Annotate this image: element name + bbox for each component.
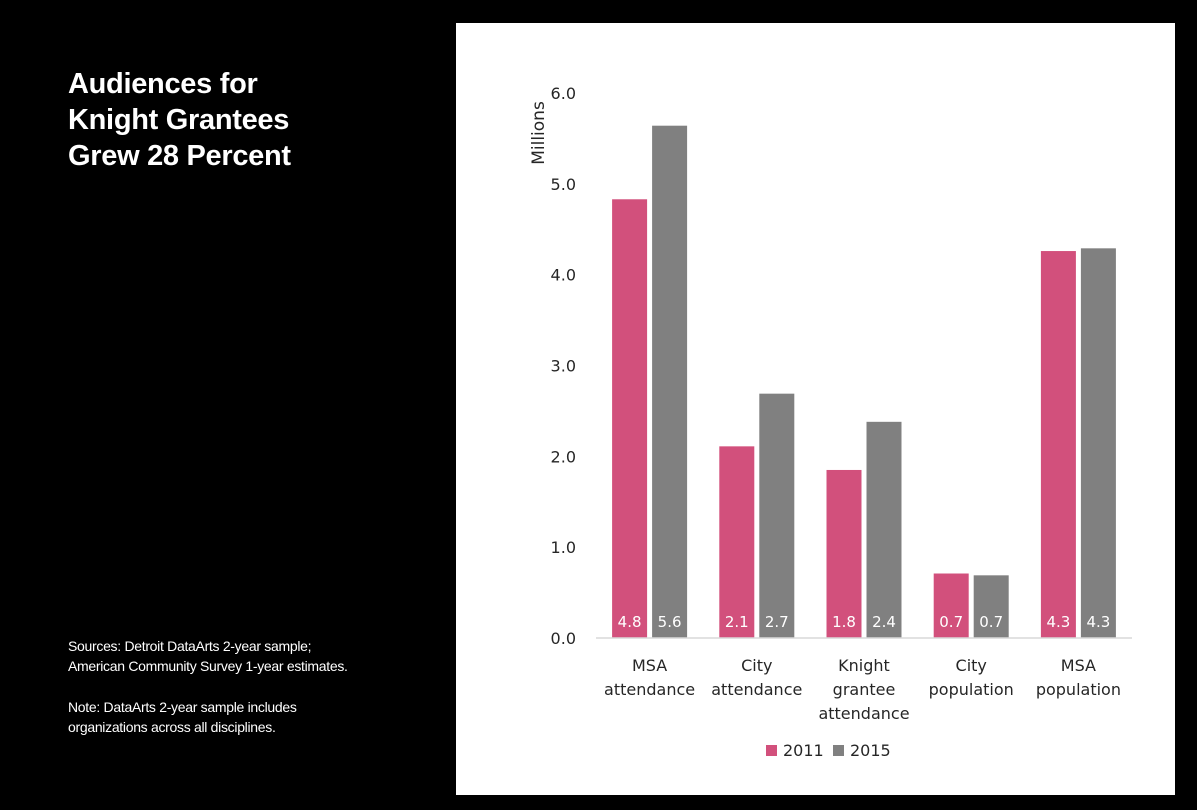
category-label-line: population	[929, 680, 1014, 699]
legend-swatch	[766, 745, 777, 756]
bar-value-label: 4.3	[1046, 613, 1070, 631]
bar	[826, 469, 862, 638]
bar	[973, 575, 1009, 638]
category-label-line: grantee	[833, 680, 896, 699]
bar-value-label: 4.8	[618, 613, 642, 631]
legend-label: 2011	[783, 741, 824, 760]
category-label: City attendance	[711, 656, 802, 699]
bar-value-label: 0.7	[979, 613, 1003, 631]
category-label: MSA population	[1036, 656, 1121, 699]
category-label-line: City	[956, 656, 987, 675]
y-tick-label: 2.0	[551, 447, 576, 466]
category-label-line: attendance	[711, 680, 802, 699]
methodology-note: Note: DataArts 2-year sample includes or…	[68, 699, 297, 735]
legend-label: 2015	[850, 741, 891, 760]
category-label: Knight grantee attendance	[818, 656, 909, 723]
category-label-line: MSA	[1061, 656, 1096, 675]
y-tick-label: 0.0	[551, 629, 576, 648]
y-axis-title: Millions	[529, 101, 549, 165]
category-label-line: attendance	[604, 680, 695, 699]
bar-value-label: 5.6	[658, 613, 682, 631]
bar-value-label: 2.4	[872, 613, 896, 631]
bar-value-label: 4.3	[1086, 613, 1110, 631]
bars: 4.8 2.1 1.8 0.7 4.3 5.6 2.7 2.4 0.7 4.3	[612, 125, 1116, 639]
bar	[866, 421, 902, 638]
bar	[652, 125, 688, 638]
category-label-line: MSA	[632, 656, 667, 675]
category-label: City population	[929, 656, 1014, 699]
bar-value-label: 2.1	[725, 613, 749, 631]
category-label-line: Knight	[838, 656, 890, 675]
y-tick-label: 5.0	[551, 175, 576, 194]
legend: 2011 2015	[766, 741, 891, 760]
category-label: MSA attendance	[604, 656, 695, 699]
chart-notes: Sources: Detroit DataArts 2-year sample;…	[68, 636, 368, 758]
bar	[759, 393, 795, 638]
y-tick-label: 3.0	[551, 357, 576, 376]
bar-value-label: 0.7	[939, 613, 963, 631]
chart-headline: Audiences for Knight Grantees Grew 28 Pe…	[68, 66, 388, 174]
headline-line-1: Audiences for	[68, 68, 258, 100]
chart-panel: 0.0 1.0 2.0 3.0 4.0 5.0 6.0 Millions 4.8 2.1 1.8 0…	[456, 23, 1175, 795]
bar-value-label: 2.7	[765, 613, 789, 631]
bar-value-label: 1.8	[832, 613, 856, 631]
headline-line-3: Grew 28 Percent	[68, 140, 291, 172]
bar	[933, 573, 969, 638]
category-label-line: attendance	[818, 704, 909, 723]
bar	[1040, 251, 1076, 639]
bar	[1080, 248, 1116, 638]
x-axis: MSA attendance City attendance Knight grantee…	[596, 637, 1132, 723]
bar	[719, 446, 755, 638]
y-tick-label: 4.0	[551, 266, 576, 285]
legend-swatch	[833, 745, 844, 756]
y-tick-label: 6.0	[551, 84, 576, 103]
y-tick-label: 1.0	[551, 538, 576, 557]
bar	[612, 199, 648, 638]
category-label-line: City	[741, 656, 772, 675]
category-label-line: population	[1036, 680, 1121, 699]
sources-note: Sources: Detroit DataArts 2-year sample;…	[68, 638, 348, 674]
headline-line-2: Knight Grantees	[68, 104, 290, 136]
